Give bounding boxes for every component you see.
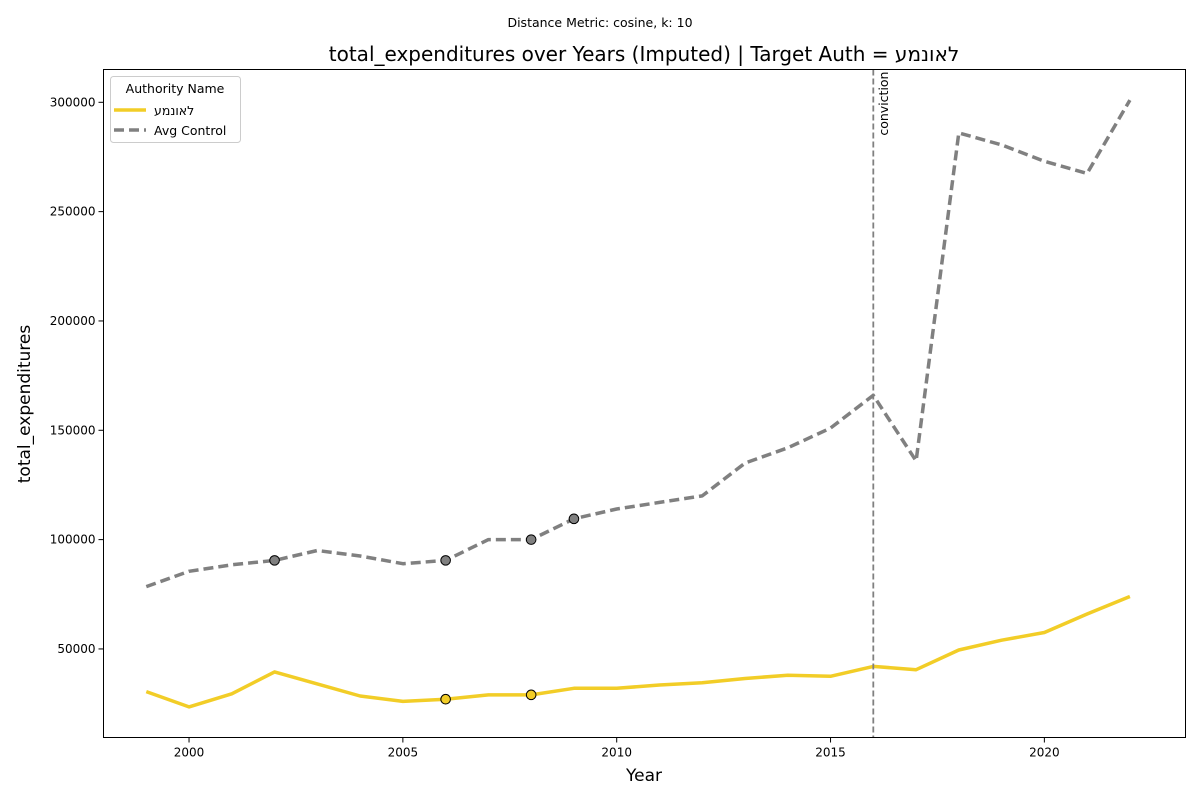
y-axis-label: total_expenditures [15, 325, 35, 484]
x-tick-label-2000: 2000 [174, 746, 205, 760]
imputed-point-target-2008 [525, 689, 537, 701]
chart-title: total_expenditures over Years (Imputed) … [329, 42, 959, 66]
y-tick-label-250000: 250000 [50, 205, 96, 219]
legend-title: Authority Name [126, 81, 225, 96]
imputed-point-avg-control-2006 [440, 555, 451, 566]
y-tick-label-300000: 300000 [50, 95, 96, 109]
annotation-label-conviction: conviction [876, 72, 891, 136]
imputed-point-avg-control-2002 [269, 555, 280, 566]
chart-suptitle: Distance Metric: cosine, k: 10 [507, 15, 692, 30]
x-tick-label-2015: 2015 [815, 746, 846, 760]
y-tick-label-50000: 50000 [57, 642, 95, 656]
legend-label-target: לאונמע [154, 103, 194, 118]
plot-area-frame [103, 69, 1186, 738]
x-tick-label-2010: 2010 [601, 746, 632, 760]
x-tick-label-2005: 2005 [388, 746, 419, 760]
legend-label-avg-control: Avg Control [154, 123, 226, 138]
y-tick-label-200000: 200000 [50, 314, 96, 328]
imputed-point-avg-control-2008 [525, 534, 537, 545]
y-tick-label-100000: 100000 [50, 533, 96, 547]
imputed-point-target-2006 [440, 693, 451, 705]
x-axis-label: Year [625, 766, 662, 786]
legend-box [110, 76, 241, 143]
y-tick-label-150000: 150000 [50, 423, 96, 437]
imputed-point-avg-control-2009 [568, 513, 580, 525]
legend: Authority Name לאונמע Avg Control [110, 76, 241, 143]
x-tick-label-2020: 2020 [1029, 746, 1060, 760]
series-line-avg-control [145, 99, 1132, 589]
series-line-target [145, 594, 1131, 709]
